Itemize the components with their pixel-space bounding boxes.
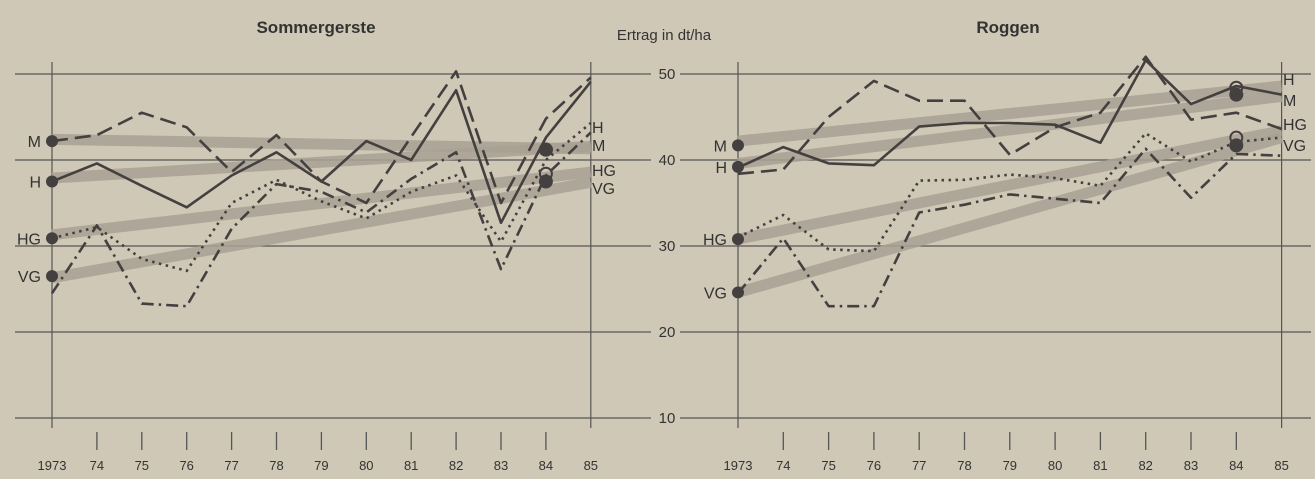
x-tick-label-roggen: 74 — [776, 458, 790, 473]
trend-band-hg-roggen — [736, 125, 1283, 245]
series-line-m-roggen — [737, 55, 1283, 176]
start-marker-vg-roggen — [732, 286, 744, 299]
x-tick-label-sommergerste: 85 — [584, 458, 598, 473]
start-label-hg-sommergerste: HG — [17, 231, 41, 248]
plot-area: 1973 74 75 76 77 78 79 80 81 82 83 84 851020304050MH… — [15, 55, 1311, 473]
x-tick-label-roggen: 1973 — [724, 458, 753, 473]
chart-title-roggen: Roggen — [976, 18, 1039, 37]
start-label-h-sommergerste: H — [29, 175, 41, 192]
start-marker-hg-roggen — [732, 233, 744, 246]
y-tick-label: 50 — [659, 66, 676, 83]
end-label-hg-roggen: HG — [1283, 117, 1307, 134]
trend-band-h-roggen — [737, 90, 1283, 169]
start-label-m-roggen: M — [714, 138, 727, 155]
end-label-m-roggen: M — [1283, 93, 1296, 110]
y-axis-unit-label: Ertrag in dt/ha — [617, 27, 712, 44]
y-tick-label: 30 — [659, 238, 676, 255]
trend-band-h-sommergerste — [51, 140, 592, 184]
x-tick-label-roggen: 76 — [867, 458, 881, 473]
x-tick-label-sommergerste: 78 — [269, 458, 283, 473]
end-marker-vg-sommergerste — [538, 174, 553, 189]
x-tick-label-sommergerste: 82 — [449, 458, 463, 473]
trend-band-vg-sommergerste — [51, 176, 592, 284]
trend-band-m-roggen — [737, 80, 1283, 147]
start-label-h-roggen: H — [715, 160, 727, 177]
end-label-vg-sommergerste: VG — [592, 181, 615, 198]
start-marker-m-roggen — [732, 139, 744, 152]
x-tick-label-sommergerste: 75 — [135, 458, 149, 473]
x-tick-label-roggen: 82 — [1138, 458, 1152, 473]
x-tick-label-roggen: 80 — [1048, 458, 1062, 473]
series-line-hg-sommergerste — [51, 121, 592, 273]
trend-band-vg-roggen — [736, 132, 1284, 298]
x-tick-label-sommergerste: 80 — [359, 458, 373, 473]
end-label-hg-sommergerste: HG — [592, 163, 616, 180]
y-tick-label: 20 — [659, 324, 676, 341]
x-tick-label-sommergerste: 74 — [90, 458, 104, 473]
start-marker-h-sommergerste — [46, 175, 58, 188]
x-tick-label-sommergerste: 77 — [224, 458, 238, 473]
end-label-m-sommergerste: M — [592, 138, 605, 155]
start-marker-vg-sommergerste — [46, 270, 58, 283]
end-marker-vg-roggen — [1229, 138, 1244, 153]
trend-band-hg-sommergerste — [51, 166, 592, 241]
x-tick-label-roggen: 75 — [821, 458, 835, 473]
start-label-m-sommergerste: M — [28, 134, 41, 151]
end-label-h-roggen: H — [1283, 72, 1295, 89]
series-line-h-sommergerste — [51, 80, 592, 225]
series-line-h-roggen — [737, 58, 1282, 169]
chart-title-sommergerste: Sommergerste — [256, 18, 375, 37]
x-tick-label-roggen: 78 — [957, 458, 971, 473]
start-label-vg-sommergerste: VG — [18, 269, 41, 286]
series-line-vg-roggen — [736, 147, 1282, 308]
x-tick-label-sommergerste: 79 — [314, 458, 328, 473]
x-tick-label-roggen: 77 — [912, 458, 926, 473]
start-label-vg-roggen: VG — [704, 285, 727, 302]
x-tick-label-roggen: 84 — [1229, 458, 1243, 473]
start-marker-hg-sommergerste — [46, 232, 58, 245]
start-marker-h-roggen — [732, 160, 744, 173]
x-tick-label-sommergerste: 76 — [179, 458, 193, 473]
y-tick-label: 40 — [659, 152, 676, 169]
series-line-vg-sommergerste — [50, 131, 592, 308]
x-tick-label-roggen: 81 — [1093, 458, 1107, 473]
x-tick-label-roggen: 83 — [1184, 458, 1198, 473]
x-tick-label-sommergerste: 81 — [404, 458, 418, 473]
x-tick-label-sommergerste: 1973 — [38, 458, 67, 473]
x-tick-label-roggen: 79 — [1003, 458, 1017, 473]
y-tick-label: 10 — [659, 410, 676, 427]
end-label-h-sommergerste: H — [592, 120, 604, 137]
end-marker-h-roggen — [1229, 80, 1244, 95]
end-marker-h-sommergerste — [538, 142, 553, 157]
end-label-vg-roggen: VG — [1283, 138, 1306, 155]
x-tick-label-sommergerste: 84 — [539, 458, 553, 473]
series-line-hg-roggen — [737, 132, 1282, 253]
x-tick-label-roggen: 85 — [1274, 458, 1288, 473]
start-label-hg-roggen: HG — [703, 232, 727, 249]
start-marker-m-sommergerste — [46, 135, 58, 148]
x-tick-label-sommergerste: 83 — [494, 458, 508, 473]
